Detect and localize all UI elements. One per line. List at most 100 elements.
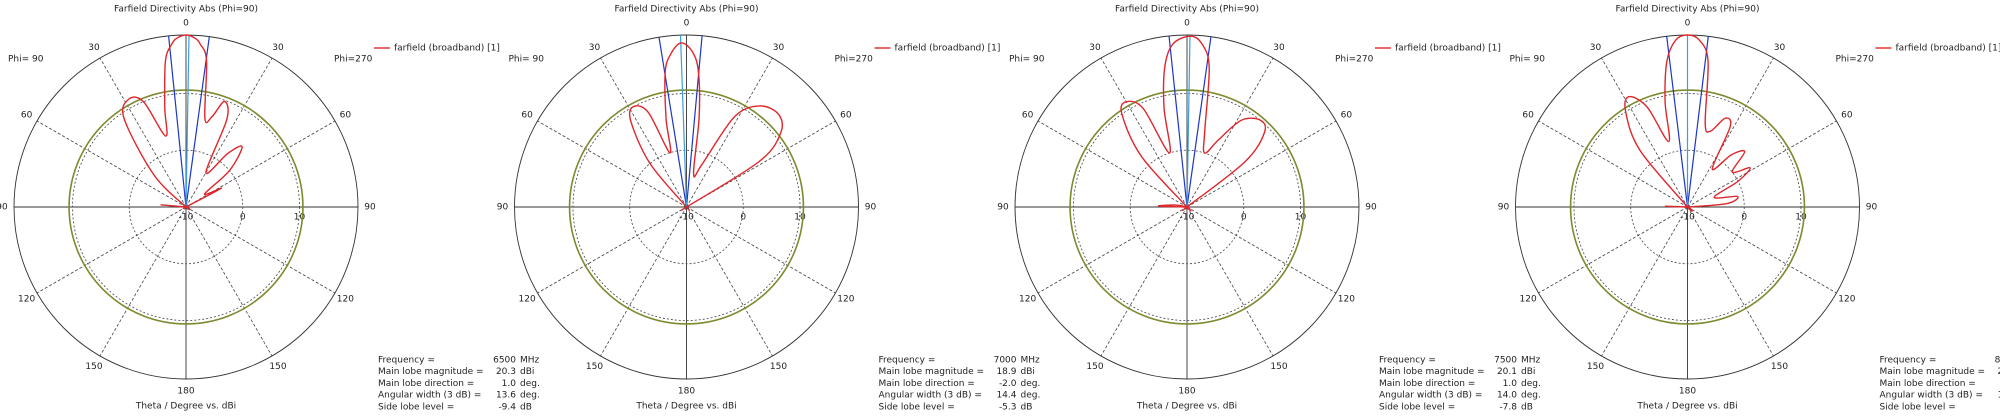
info-value: 8000: [1995, 356, 2000, 366]
theta-tick-label: 30: [1273, 43, 1285, 53]
theta-tick-label: 60: [1841, 111, 1853, 121]
polar-panel: 0 30 30 60 60 90 90 120 120 150 150 180 -10 0 10 farfie…: [0, 5, 540, 413]
theta-grid-line: [1186, 120, 1337, 208]
theta-grid-line: [1601, 57, 1688, 208]
theta-grid-line: [686, 206, 836, 294]
radial-tick-label: -10: [1680, 213, 1695, 223]
right-label: Phi=270: [1335, 55, 1374, 65]
pattern-curve: [121, 34, 243, 211]
info-name: Main lobe magnitude =: [1880, 367, 1986, 377]
radial-grid-ring: [1630, 149, 1745, 265]
info-value: 1.0: [1503, 379, 1518, 389]
info-value: 20.1: [1497, 367, 1517, 377]
info-value: 20.3: [496, 367, 516, 377]
info-name: Main lobe direction =: [378, 379, 474, 389]
info-unit: deg.: [1021, 391, 1041, 401]
theta-grid-line: [1100, 206, 1188, 357]
theta-tick-label: 150: [85, 362, 102, 372]
polar-panel: 0 30 30 60 60 90 90 120 120 150 150 180 -10 0 10 farfie…: [497, 5, 1041, 413]
theta-tick-label: 60: [1341, 111, 1353, 121]
theta-grid-line: [99, 57, 187, 208]
theta-grid-line: [1538, 120, 1688, 208]
info-name: Side lobe level =: [879, 402, 955, 412]
theta-tick-label: 180: [1679, 387, 1696, 397]
theta-tick-label: 0: [684, 19, 690, 29]
theta-tick-label: 120: [18, 295, 35, 305]
theta-grid-line: [36, 120, 187, 208]
chart-title: Farfield Directivity Abs (Phi=90): [615, 5, 759, 15]
theta-grid-line: [1100, 57, 1188, 208]
info-name: Frequency =: [879, 356, 936, 366]
pattern-curve: [1624, 34, 1751, 212]
radial-tick-label: 10: [1295, 213, 1307, 223]
theta-tick-label: 90: [1498, 203, 1510, 213]
chart-title: Farfield Directivity Abs (Phi=90): [1115, 5, 1259, 15]
theta-tick-label: 90: [1365, 203, 1377, 213]
left-label: Phi= 90: [8, 55, 44, 65]
theta-grid-line: [537, 120, 687, 208]
theta-grid-line: [36, 206, 187, 294]
theta-grid-line: [1687, 206, 1774, 357]
left-label: Phi= 90: [1009, 55, 1045, 65]
theta-tick-label: 150: [586, 362, 603, 372]
theta-tick-label: 150: [770, 362, 787, 372]
beam-edge-line: [168, 35, 187, 208]
theta-grid-line: [1037, 120, 1188, 208]
right-label: Phi=270: [835, 55, 874, 65]
info-value: 7000: [994, 356, 1017, 366]
info-unit: MHz: [1521, 356, 1541, 366]
x-axis-label: Theta / Degree vs. dBi: [1636, 402, 1737, 412]
info-name: Main lobe magnitude =: [1379, 367, 1485, 377]
right-label: Phi=270: [1836, 55, 1875, 65]
info-value: 20.3: [1997, 367, 2000, 377]
radial-tick-label: -10: [179, 213, 194, 223]
info-unit: dBi: [1521, 367, 1535, 377]
radial-tick-label: 0: [740, 213, 746, 223]
level-circle: [1069, 89, 1305, 325]
radial-tick-label: 0: [1241, 213, 1247, 223]
info-name: Side lobe level =: [1379, 402, 1455, 412]
radial-tick-label: 0: [1741, 213, 1747, 223]
info-value: 13.9: [1997, 391, 2000, 401]
theta-tick-label: 90: [1866, 203, 1878, 213]
radial-tick-label: 10: [794, 213, 806, 223]
theta-grid-line: [1186, 206, 1337, 294]
polar-panel: 0 30 30 60 60 90 90 120 120 150 150 180 -10 0 10 farfie…: [1498, 5, 2000, 413]
theta-grid-line: [185, 57, 273, 208]
theta-grid-line: [686, 57, 773, 208]
theta-tick-label: 30: [1089, 43, 1101, 53]
theta-tick-label: 90: [0, 203, 8, 213]
theta-grid-line: [1687, 120, 1837, 208]
theta-grid-line: [1037, 206, 1188, 294]
radial-grid-ring: [1573, 93, 1802, 321]
theta-tick-label: 120: [519, 295, 536, 305]
info-value: 1.0: [502, 379, 517, 389]
chart-title: Farfield Directivity Abs (Phi=90): [1616, 5, 1760, 15]
info-value: 6500: [493, 356, 516, 366]
right-label: Phi=270: [334, 55, 373, 65]
theta-grid-line: [1687, 206, 1837, 294]
theta-tick-label: 120: [837, 295, 854, 305]
theta-tick-label: 0: [1685, 19, 1691, 29]
info-value: 14.4: [996, 391, 1016, 401]
theta-grid-line: [686, 206, 773, 357]
theta-tick-label: 120: [337, 295, 354, 305]
level-circle: [68, 89, 304, 325]
theta-grid-line: [537, 206, 687, 294]
radial-tick-label: -10: [1180, 213, 1195, 223]
theta-grid-line: [185, 206, 336, 294]
info-unit: deg.: [1521, 379, 1541, 389]
info-name: Frequency =: [1880, 356, 1937, 366]
theta-tick-label: 180: [678, 387, 695, 397]
chart-title: Farfield Directivity Abs (Phi=90): [114, 5, 258, 15]
beam-edge-line: [185, 36, 210, 208]
beam-direction-line: [679, 35, 688, 208]
theta-tick-label: 30: [589, 43, 601, 53]
beam-edge-line: [658, 37, 688, 208]
theta-tick-label: 60: [340, 111, 352, 121]
info-value: -2.0: [999, 379, 1017, 389]
theta-tick-label: 120: [1338, 295, 1355, 305]
info-value: 13.6: [496, 391, 516, 401]
info-name: Angular width (3 dB) =: [1880, 391, 1983, 401]
info-unit: deg.: [1521, 391, 1541, 401]
